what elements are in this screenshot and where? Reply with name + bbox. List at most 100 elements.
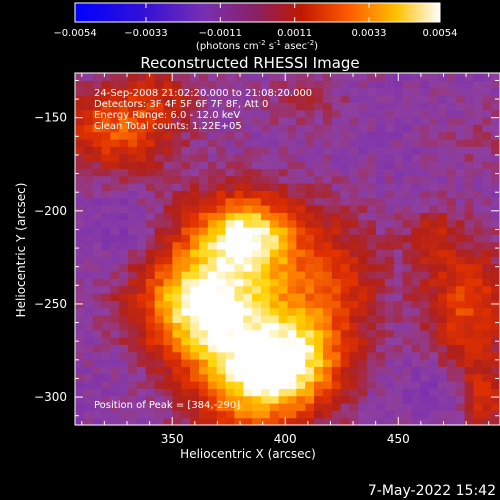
heatmap-cell	[269, 329, 280, 338]
heatmap-cell	[393, 168, 404, 177]
heatmap-cell	[163, 219, 173, 228]
heatmap-cell	[163, 175, 173, 184]
heatmap-cell	[305, 212, 315, 221]
heatmap-cell	[331, 395, 342, 404]
heatmap-cell	[136, 263, 147, 272]
heatmap-cell	[172, 117, 182, 125]
heatmap-cell	[349, 293, 359, 301]
heatmap-cell	[367, 337, 377, 345]
heatmap-cell	[438, 241, 448, 250]
heatmap-cell	[464, 227, 475, 235]
heatmap-cell	[190, 381, 200, 389]
heatmap-cells	[75, 73, 500, 426]
heatmap-cell	[101, 337, 112, 345]
heatmap-cell	[260, 359, 271, 367]
heatmap-cell	[252, 80, 262, 89]
heatmap-cell	[278, 139, 289, 147]
heatmap-cell	[340, 403, 351, 411]
heatmap-cell	[420, 271, 430, 279]
heatmap-cell	[278, 322, 289, 331]
heatmap-cell	[128, 373, 138, 382]
heatmap-cell	[314, 373, 324, 382]
heatmap-cell	[349, 205, 359, 213]
heatmap-cell	[438, 161, 448, 169]
heatmap-cell	[154, 212, 165, 221]
heatmap-cell	[243, 322, 253, 331]
heatmap-cell	[225, 183, 235, 191]
heatmap-cell	[110, 168, 120, 177]
heatmap-cell	[420, 153, 430, 162]
heatmap-cell	[216, 403, 227, 411]
heatmap-cell	[136, 87, 147, 96]
heatmap-cell	[154, 329, 165, 338]
heatmap-cell	[225, 161, 235, 169]
heatmap-cell	[402, 285, 413, 294]
heatmap-cell	[367, 190, 377, 199]
heatmap-cell	[216, 249, 227, 257]
heatmap-cell	[181, 153, 191, 162]
heatmap-cell	[234, 227, 244, 235]
heatmap-cell	[190, 344, 200, 353]
heatmap-cell	[172, 219, 182, 228]
heatmap-cell	[154, 124, 165, 133]
heatmap-cell	[128, 271, 138, 279]
heatmap-cell	[75, 117, 85, 125]
heatmap-cell	[83, 278, 94, 287]
heatmap-cell	[75, 197, 85, 206]
heatmap-cell	[446, 102, 457, 111]
heatmap-cell	[119, 190, 129, 199]
heatmap-cell	[384, 109, 395, 118]
heatmap-cell	[340, 285, 351, 294]
heatmap-cell	[491, 139, 500, 147]
heatmap-cell	[269, 293, 280, 301]
heatmap-cell	[473, 300, 483, 309]
heatmap-cell	[207, 219, 218, 228]
heatmap-cell	[190, 263, 200, 272]
heatmap-cell	[75, 351, 85, 360]
heatmap-cell	[92, 410, 103, 419]
heatmap-cell	[411, 146, 421, 155]
heatmap-cell	[340, 109, 351, 118]
plot-frame	[74, 72, 500, 426]
heatmap-cell	[340, 329, 351, 338]
heatmap-cell	[198, 417, 209, 426]
heatmap-cell	[243, 234, 253, 243]
heatmap-cell	[225, 381, 235, 389]
heatmap-cell	[331, 344, 342, 353]
heatmap-cell	[446, 256, 457, 265]
heatmap-cell	[234, 263, 244, 272]
heatmap-cell	[393, 234, 404, 243]
heatmap-cell	[243, 183, 253, 191]
heatmap-cell	[75, 168, 85, 177]
heatmap-cell	[145, 337, 156, 345]
heatmap-cell	[287, 351, 297, 360]
heatmap-cell	[296, 329, 306, 338]
heatmap-cell	[482, 300, 492, 309]
heatmap-cell	[136, 190, 147, 199]
heatmap-cell	[287, 395, 297, 404]
heatmap-cell	[269, 219, 280, 228]
heatmap-cell	[411, 183, 421, 191]
heatmap-cell	[287, 388, 297, 397]
heatmap-cell	[92, 403, 103, 411]
heatmap-cell	[367, 117, 377, 125]
heatmap-cell	[482, 87, 492, 96]
heatmap-cell	[393, 373, 404, 382]
heatmap-cell	[119, 102, 129, 111]
heatmap-cell	[252, 395, 262, 404]
heatmap-cell	[110, 322, 120, 331]
heatmap-cell	[252, 285, 262, 294]
heatmap-cell	[322, 307, 333, 316]
heatmap-cell	[207, 344, 218, 353]
heatmap-cell	[181, 95, 191, 103]
heatmap-cell	[278, 73, 289, 81]
heatmap-cell	[154, 256, 165, 265]
heatmap-cell	[136, 381, 147, 389]
heatmap-cell	[269, 417, 280, 426]
heatmap-cell	[340, 300, 351, 309]
heatmap-cell	[145, 95, 156, 103]
heatmap-cell	[322, 124, 333, 133]
heatmap-cell	[473, 139, 483, 147]
heatmap-cell	[252, 388, 262, 397]
heatmap-cell	[411, 278, 421, 287]
